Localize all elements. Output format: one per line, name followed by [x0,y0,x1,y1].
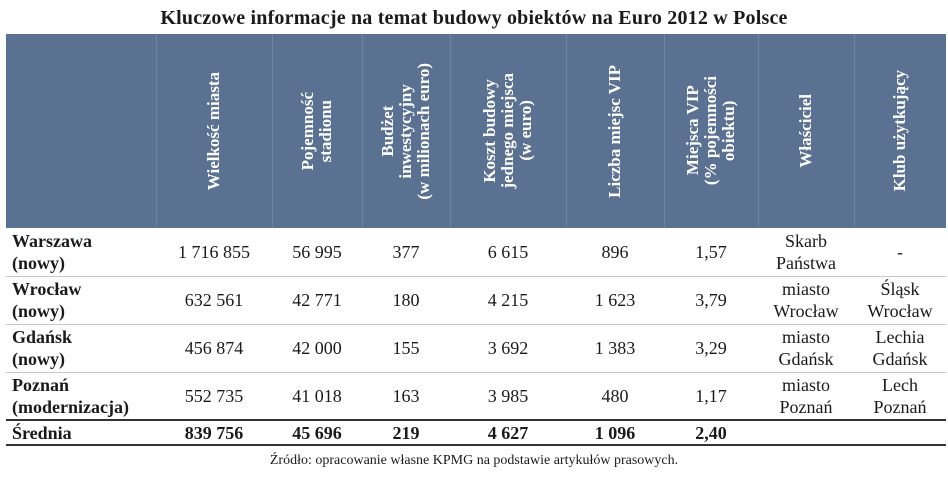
table-cell: Lechia Gdańsk [854,324,946,373]
table-cell: 1 383 [566,324,664,373]
table-row: Gdańsk (nowy) 456 874 42 000 155 3 692 1 383 3… [6,324,946,373]
table-row: Warszawa (nowy) 1 716 855 56 995 377 6 615 89… [6,228,946,277]
table-cell: 839 756 [156,419,272,446]
table-cell: 456 874 [156,324,272,373]
column-header: Liczba miejsc VIP [565,34,664,228]
table-cell: 41 018 [272,372,362,421]
stadium-table: Wielkość miasta Pojemność stadionu Budżet … [6,34,946,446]
column-header-label: Właściciel [796,94,815,168]
city-cell: Wrocław (nowy) [6,276,156,325]
column-header-label: Klub użytkujący [890,70,910,192]
table-cell [854,419,946,446]
table-cell: miasto Gdańsk [758,324,854,373]
column-header-label: Liczba miejsc VIP [605,64,624,198]
table-cell: miasto Poznań [758,372,854,421]
table-cell: 2,40 [664,419,758,446]
city-cell: Gdańsk (nowy) [6,324,156,373]
table-cell: 1 623 [566,276,664,325]
column-header: Miejsca VIP (% pojemności obiektu) [663,34,758,228]
column-header: Pojemność stadionu [271,34,362,228]
table-cell: 3 985 [450,372,566,421]
table-cell: miasto Wrocław [758,276,854,325]
table-cell: 6 615 [450,228,566,277]
table-cell: 377 [362,228,450,277]
table-cell: 480 [566,372,664,421]
column-header: Koszt budowy jednego miejsca (w euro) [449,34,566,228]
table-cell: 1,17 [664,372,758,421]
table-cell: Skarb Państwa [758,228,854,277]
header-row: Wielkość miasta Pojemność stadionu Budżet … [6,34,946,228]
city-cell: Warszawa (nowy) [6,228,156,277]
table-title: Kluczowe informacje na temat budowy obie… [160,7,788,29]
column-header: Właściciel [757,34,854,228]
table-cell: 42 000 [272,324,362,373]
table-row: Wrocław (nowy) 632 561 42 771 180 4 215 1 623… [6,276,946,325]
table-cell [758,419,854,446]
column-header: Budżet inwestycyjny (w milionach euro) [361,34,450,228]
table-cell: 3 692 [450,324,566,373]
city-cell: Poznań (modernizacja) [6,372,156,421]
table-cell: 155 [362,324,450,373]
source-note: Źródło: opracowanie własne KPMG na podst… [269,453,679,468]
table-cell: 632 561 [156,276,272,325]
table-cell: 180 [362,276,450,325]
average-row: Średnia 839 756 45 696 219 4 627 1 096 2,40 [6,419,946,446]
table-cell: 3,29 [664,324,758,373]
table-body: Warszawa (nowy) 1 716 855 56 995 377 6 615 89… [6,228,946,446]
column-header-label: Wielkość miasta [204,71,223,191]
column-header-label: Miejsca VIP (% pojemności obiektu) [683,76,738,186]
table-cell: 1 716 855 [156,228,272,277]
table-cell: 219 [362,419,450,446]
table-cell: 45 696 [272,419,362,446]
table-row: Poznań (modernizacja) 552 735 41 018 163 3 9… [6,372,946,421]
table-cell: 4 215 [450,276,566,325]
table-cell: 56 995 [272,228,362,277]
table-cell: 4 627 [450,419,566,446]
table-cell: 42 771 [272,276,362,325]
table-cell: 163 [362,372,450,421]
table-cell: 896 [566,228,664,277]
table-cell: - [854,228,946,277]
table-cell: Lech Poznań [854,372,946,421]
column-header-label: Koszt budowy jednego miejsca (w euro) [480,73,535,189]
table-cell: 1,57 [664,228,758,277]
table-cell: 552 735 [156,372,272,421]
city-cell: Średnia [6,419,156,446]
column-header: Klub użytkujący [853,34,946,228]
table-cell: Śląsk Wrocław [854,276,946,325]
column-header: Wielkość miasta [155,34,272,228]
table-cell: 3,79 [664,276,758,325]
column-header [6,34,156,228]
column-header-label: Budżet inwestycyjny (w milionach euro) [378,62,433,200]
column-header-label: Pojemność stadionu [298,91,335,171]
table-cell: 1 096 [566,419,664,446]
